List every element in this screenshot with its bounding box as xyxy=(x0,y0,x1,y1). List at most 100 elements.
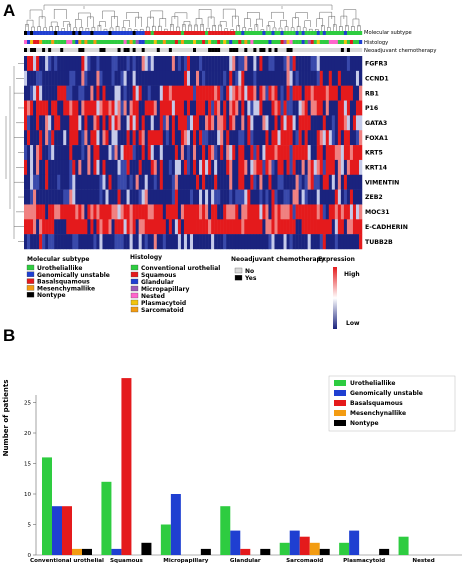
molecular-subtype-cell xyxy=(45,31,49,35)
heatmap-cell xyxy=(307,234,311,250)
heatmap-cell xyxy=(186,145,191,161)
heatmap-cell xyxy=(202,85,206,101)
heatmap-cell xyxy=(105,100,109,116)
heatmap-cell xyxy=(87,159,91,176)
heatmap-cell xyxy=(75,115,79,131)
heatmap-cell xyxy=(159,85,164,101)
molecular-subtype-cell xyxy=(177,31,182,35)
heatmap-cell xyxy=(307,56,311,72)
molecular-subtype-cell xyxy=(334,31,339,35)
chemo-cell xyxy=(220,48,224,52)
chemo-cell xyxy=(75,48,79,52)
heatmap-cell xyxy=(319,115,324,131)
heatmap-cell xyxy=(63,189,67,205)
chemo-cell xyxy=(90,48,94,52)
bar-legend-swatch xyxy=(334,380,346,386)
heatmap-cell xyxy=(334,130,339,146)
heatmap-cell xyxy=(171,174,176,190)
heatmap-cell xyxy=(259,219,263,235)
heatmap-cell xyxy=(87,85,91,101)
molecular-subtype-cell xyxy=(33,31,37,35)
heatmap-cell xyxy=(280,219,284,235)
heatmap-cell xyxy=(111,85,115,101)
heatmap-cell xyxy=(232,100,236,116)
heatmap-cell xyxy=(214,174,218,190)
heatmap-cell xyxy=(69,145,73,161)
bar-mesenchynallike xyxy=(72,548,82,555)
heatmap-cell xyxy=(183,234,188,250)
heatmap-cell xyxy=(325,174,330,190)
heatmap-cell xyxy=(220,85,224,101)
heatmap-cell xyxy=(241,100,245,116)
heatmap-cell xyxy=(36,174,40,190)
heatmap-cell xyxy=(177,159,182,176)
heatmap-cell xyxy=(36,100,40,116)
molecular-subtype-cell xyxy=(165,31,170,35)
chemo-cell xyxy=(295,48,299,52)
heatmap-cell xyxy=(93,115,97,131)
heatmap-cell xyxy=(271,174,275,190)
heatmap-cell xyxy=(183,159,188,176)
heatmap-cell xyxy=(60,130,64,146)
heatmap-cell xyxy=(235,100,239,116)
heatmap-cell xyxy=(162,159,167,176)
heatmap-cell xyxy=(232,189,236,205)
heatmap-cell xyxy=(189,219,194,235)
heatmap-cell xyxy=(241,189,245,205)
heatmap-cell xyxy=(108,189,112,205)
heatmap-cell xyxy=(256,70,260,86)
legend-histology: Histology Conventional urothelialSquamou… xyxy=(130,254,220,314)
heatmap-cell xyxy=(159,174,164,190)
heatmap-cell xyxy=(63,204,67,220)
heatmap-cell xyxy=(238,204,242,220)
heatmap-cell xyxy=(316,145,320,161)
histology-cell xyxy=(331,40,336,44)
heatmap-cell xyxy=(208,130,212,146)
chemo-cell xyxy=(39,48,43,52)
heatmap-cell xyxy=(156,115,161,131)
heatmap-cell xyxy=(87,70,91,86)
chemo-cell xyxy=(205,48,209,52)
heatmap-cell xyxy=(265,115,269,131)
heatmap-cell xyxy=(165,56,170,72)
heatmap-cell xyxy=(289,234,293,250)
heatmap-cell xyxy=(295,234,299,250)
heatmap-cell xyxy=(81,115,85,131)
heatmap-cell xyxy=(205,219,209,235)
heatmap-cell xyxy=(99,204,103,220)
heatmap-cell xyxy=(280,174,284,190)
heatmap-cell xyxy=(352,100,357,116)
bar-chart-bars: Conventional urothelial Squamous Micropapi… xyxy=(30,378,435,564)
heatmap-cell xyxy=(132,204,136,220)
histology-cell xyxy=(156,40,161,44)
molecular-subtype-cell xyxy=(93,31,97,35)
histology-cell xyxy=(75,40,79,44)
heatmap-cell xyxy=(141,219,145,235)
heatmap-cell xyxy=(141,189,145,205)
heatmap-cell xyxy=(304,100,308,116)
bar-nontype xyxy=(260,548,271,555)
heatmap-cell xyxy=(340,234,345,250)
heatmap-cell xyxy=(24,56,28,72)
heatmap-cell xyxy=(304,219,308,235)
heatmap-cell xyxy=(36,219,40,235)
dendrogram-branches xyxy=(25,4,361,32)
heatmap-cell xyxy=(349,115,354,131)
heatmap-cell xyxy=(340,189,345,205)
heatmap-cell xyxy=(208,56,212,72)
bar-urotheliallike xyxy=(339,542,350,555)
heatmap-cell xyxy=(250,85,254,101)
heatmap-cell xyxy=(301,130,305,146)
heatmap-cell xyxy=(265,189,269,205)
panel-b-letter: B xyxy=(3,326,15,345)
heatmap-cell xyxy=(108,130,112,146)
histology-cell xyxy=(150,40,154,44)
heatmap-cell xyxy=(298,56,302,72)
heatmap-cell xyxy=(214,204,218,220)
heatmap-cell xyxy=(211,219,215,235)
molecular-subtype-cell xyxy=(27,31,31,35)
heatmap-cell xyxy=(177,56,182,72)
heatmap-cell xyxy=(114,159,118,176)
heatmap-cell xyxy=(171,70,176,86)
heatmap-cell xyxy=(250,115,254,131)
